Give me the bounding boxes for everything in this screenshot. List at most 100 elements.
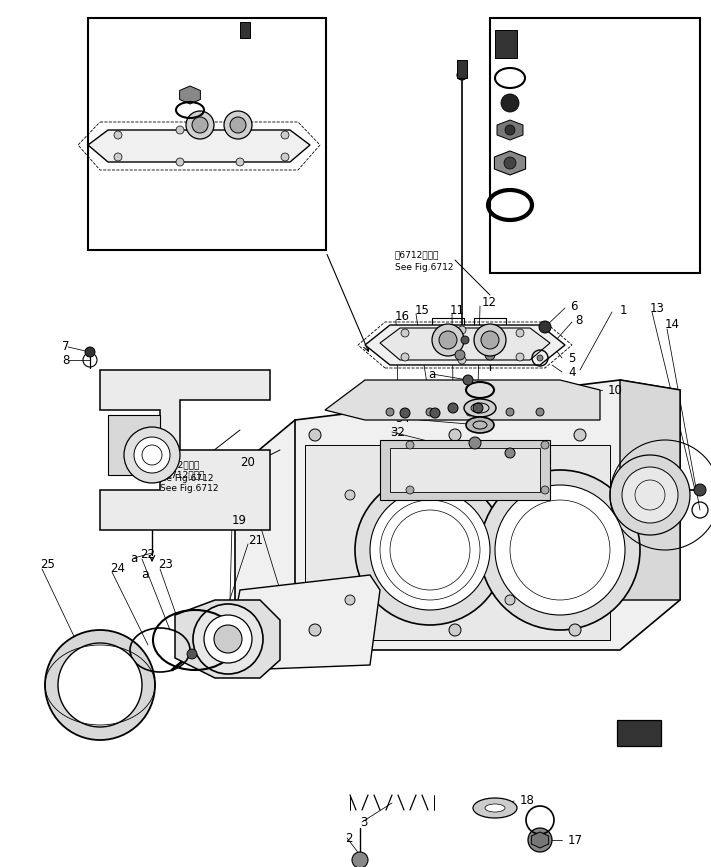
Text: Serial NO.47951～: Serial NO.47951～ bbox=[98, 229, 177, 238]
Circle shape bbox=[455, 350, 465, 360]
Text: 11: 11 bbox=[450, 303, 465, 316]
Text: 33: 33 bbox=[390, 383, 405, 396]
Circle shape bbox=[45, 630, 155, 740]
Text: 第6712図参照: 第6712図参照 bbox=[395, 251, 439, 259]
Circle shape bbox=[426, 408, 434, 416]
Text: 16: 16 bbox=[395, 310, 410, 323]
Circle shape bbox=[176, 126, 184, 134]
Circle shape bbox=[281, 131, 289, 139]
Circle shape bbox=[214, 625, 242, 653]
Text: See Fig.6712: See Fig.6712 bbox=[160, 484, 218, 492]
Polygon shape bbox=[325, 380, 600, 420]
Polygon shape bbox=[100, 370, 270, 530]
Circle shape bbox=[466, 408, 474, 416]
Text: 2: 2 bbox=[345, 831, 353, 844]
Circle shape bbox=[537, 355, 543, 361]
Polygon shape bbox=[305, 445, 610, 640]
Circle shape bbox=[192, 117, 208, 133]
Circle shape bbox=[345, 595, 355, 605]
Circle shape bbox=[439, 331, 457, 349]
Text: 25: 25 bbox=[40, 558, 55, 571]
Circle shape bbox=[114, 153, 122, 161]
Circle shape bbox=[281, 153, 289, 161]
Circle shape bbox=[528, 828, 552, 852]
Polygon shape bbox=[494, 151, 525, 175]
Ellipse shape bbox=[466, 417, 494, 433]
Text: 26: 26 bbox=[140, 75, 155, 88]
Circle shape bbox=[406, 486, 414, 494]
Circle shape bbox=[505, 448, 515, 458]
Ellipse shape bbox=[485, 804, 505, 812]
Circle shape bbox=[401, 329, 409, 337]
Circle shape bbox=[449, 429, 461, 441]
Circle shape bbox=[495, 485, 625, 615]
Text: 30: 30 bbox=[663, 212, 678, 225]
Circle shape bbox=[463, 375, 473, 385]
Text: See Fig.6712: See Fig.6712 bbox=[395, 264, 454, 272]
Circle shape bbox=[505, 490, 515, 500]
Text: 10: 10 bbox=[158, 55, 174, 68]
Text: 4: 4 bbox=[315, 155, 323, 168]
Circle shape bbox=[58, 643, 142, 727]
Circle shape bbox=[694, 484, 706, 496]
Circle shape bbox=[187, 649, 197, 659]
Circle shape bbox=[224, 111, 252, 139]
Text: 14: 14 bbox=[665, 318, 680, 331]
Circle shape bbox=[474, 324, 506, 356]
Bar bbox=[240, 22, 250, 38]
Text: 17: 17 bbox=[568, 833, 583, 846]
Circle shape bbox=[204, 615, 252, 663]
Circle shape bbox=[186, 111, 214, 139]
Circle shape bbox=[574, 429, 586, 441]
Circle shape bbox=[539, 321, 551, 333]
Text: a: a bbox=[141, 569, 149, 582]
Text: 12: 12 bbox=[482, 296, 497, 309]
Bar bbox=[617, 720, 661, 746]
Circle shape bbox=[309, 624, 321, 636]
Circle shape bbox=[448, 403, 458, 413]
Bar bbox=[380, 440, 550, 500]
Text: 第6712図参照: 第6712図参照 bbox=[155, 460, 199, 470]
Text: 13: 13 bbox=[650, 302, 665, 315]
Circle shape bbox=[534, 834, 546, 846]
Polygon shape bbox=[88, 130, 310, 162]
Text: a: a bbox=[428, 368, 435, 381]
Text: 5: 5 bbox=[568, 351, 575, 364]
Bar bbox=[390, 448, 540, 492]
Circle shape bbox=[469, 437, 481, 449]
Text: 8: 8 bbox=[62, 354, 70, 367]
Circle shape bbox=[501, 94, 519, 112]
Circle shape bbox=[124, 427, 180, 483]
Text: 第6712図参照: 第6712図参照 bbox=[160, 471, 204, 479]
Circle shape bbox=[505, 595, 515, 605]
Text: FWD: FWD bbox=[626, 728, 652, 738]
Circle shape bbox=[309, 429, 321, 441]
Text: 6: 6 bbox=[570, 299, 577, 312]
Circle shape bbox=[458, 356, 466, 364]
Circle shape bbox=[516, 329, 524, 337]
Polygon shape bbox=[531, 832, 549, 848]
Text: 24: 24 bbox=[110, 562, 125, 575]
Text: 21: 21 bbox=[248, 533, 263, 546]
Ellipse shape bbox=[464, 399, 496, 417]
Circle shape bbox=[236, 126, 244, 134]
Bar bbox=[490, 18, 700, 273]
Circle shape bbox=[473, 403, 483, 413]
Circle shape bbox=[114, 131, 122, 139]
Polygon shape bbox=[235, 380, 680, 650]
Polygon shape bbox=[380, 328, 550, 360]
Circle shape bbox=[536, 408, 544, 416]
Circle shape bbox=[610, 455, 690, 535]
Circle shape bbox=[569, 624, 581, 636]
Circle shape bbox=[432, 324, 464, 356]
Circle shape bbox=[505, 125, 515, 135]
Circle shape bbox=[406, 441, 414, 449]
Text: 15: 15 bbox=[415, 303, 430, 316]
Circle shape bbox=[386, 408, 394, 416]
Text: 29: 29 bbox=[663, 86, 678, 99]
Circle shape bbox=[458, 326, 466, 334]
Circle shape bbox=[516, 353, 524, 361]
Circle shape bbox=[449, 624, 461, 636]
Text: 5: 5 bbox=[315, 141, 322, 154]
Polygon shape bbox=[180, 86, 201, 104]
